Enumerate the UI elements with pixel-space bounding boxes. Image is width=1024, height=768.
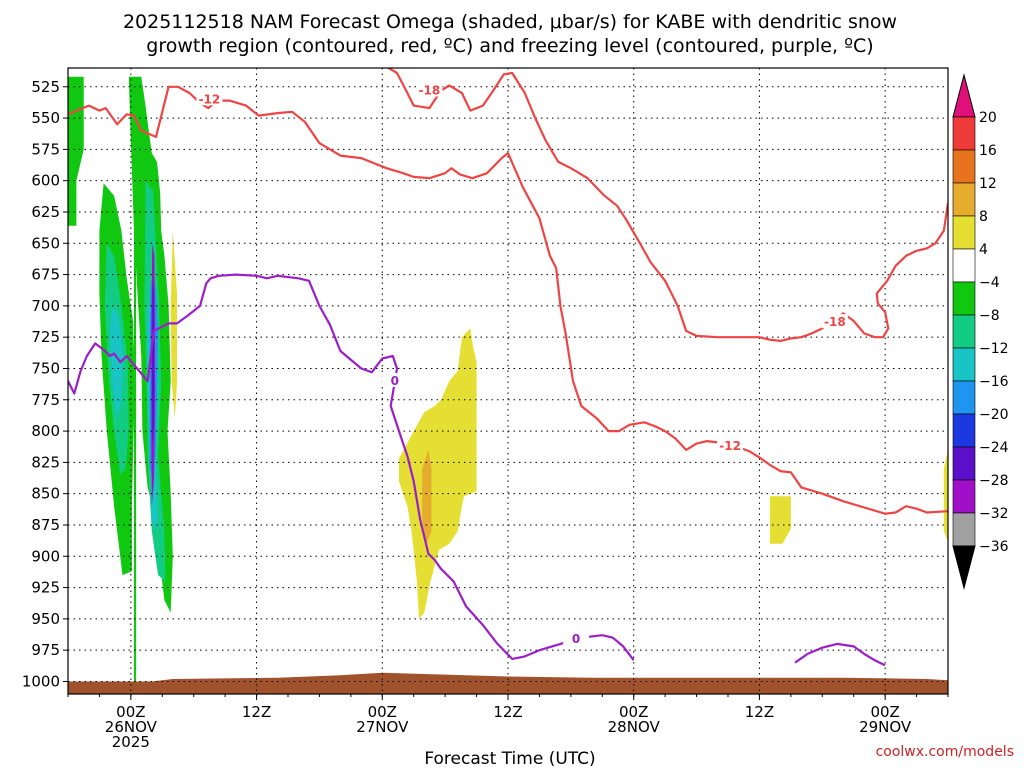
temperature-contours: -12 -18 0 -12 -18 0 bbox=[68, 68, 948, 667]
x-tick-label-24-1: 27NOV bbox=[356, 718, 409, 736]
omega-region-yellow-edge-right bbox=[943, 449, 948, 542]
colorbar-bin-6 bbox=[952, 281, 976, 316]
x-tick-label-0-1: 26NOV bbox=[105, 718, 158, 736]
y-tick-label-925: 925 bbox=[31, 579, 60, 597]
source-credit: coolwx.com/models bbox=[876, 744, 1014, 760]
colorbar-label-10: −24 bbox=[979, 440, 1009, 456]
contour-label-purple-zero-right: 0 bbox=[572, 632, 580, 646]
omega-region-cyan-1 bbox=[109, 305, 124, 419]
contour-label-red-minus12-lower: -12 bbox=[719, 439, 741, 453]
pressure-axis: 525 550 575 600 625 650 675 700 725 750 775 800 825 8… bbox=[22, 78, 68, 690]
omega-colorbar: 20 16 12 8 4 −4 −8 −12 −16 −20 −24 −28 −32 −36 bbox=[952, 73, 1009, 590]
omega-region-yellow-strip-left bbox=[170, 230, 177, 419]
y-tick-label-750: 750 bbox=[31, 359, 60, 377]
omega-region-yellow-main bbox=[399, 328, 477, 619]
x-tick-label-12-0: 12Z bbox=[242, 703, 271, 721]
x-tick-label-24-0: 00Z bbox=[368, 703, 397, 721]
pressure-gridlines bbox=[68, 68, 948, 694]
y-tick-label-875: 875 bbox=[31, 516, 60, 534]
y-tick-label-700: 700 bbox=[31, 297, 60, 315]
contour-label-bg-red-minus12-lower bbox=[717, 438, 744, 453]
omega-region-yellow-small-right bbox=[769, 496, 791, 544]
colorbar-label-0: 20 bbox=[979, 110, 997, 126]
y-tick-label-650: 650 bbox=[31, 234, 60, 252]
colorbar-bin-2 bbox=[952, 149, 976, 184]
chart-title-line-2: growth region (contoured, red, ºC) and f… bbox=[146, 35, 873, 57]
y-tick-label-525: 525 bbox=[31, 78, 60, 96]
colorbar-top-arrow bbox=[952, 73, 976, 118]
x-tick-label-36-0: 12Z bbox=[493, 703, 522, 721]
contour-purple-zero-2 bbox=[794, 642, 886, 667]
omega-region-orange-core bbox=[422, 449, 432, 544]
omega-region-green-left-column bbox=[68, 76, 84, 226]
colorbar-label-4: 4 bbox=[979, 242, 988, 258]
colorbar-bin-1 bbox=[952, 116, 976, 151]
colorbar-label-7: −12 bbox=[979, 341, 1009, 357]
colorbar-bin-4 bbox=[952, 215, 976, 250]
colorbar-label-5: −4 bbox=[979, 275, 1000, 291]
colorbar-label-13: −36 bbox=[979, 539, 1009, 555]
y-tick-label-1000: 1000 bbox=[22, 672, 60, 690]
contour-label-purple-zero: 0 bbox=[391, 374, 399, 388]
colorbar-bin-7 bbox=[952, 314, 976, 349]
colorbar-label-2: 12 bbox=[979, 176, 997, 192]
y-tick-label-600: 600 bbox=[31, 172, 60, 190]
y-tick-label-900: 900 bbox=[31, 547, 60, 565]
y-tick-label-800: 800 bbox=[31, 422, 60, 440]
x-tick-label-72-0: 00Z bbox=[870, 703, 899, 721]
colorbar-label-3: 8 bbox=[979, 209, 988, 225]
x-tick-label-0-2: 2025 bbox=[112, 733, 150, 751]
y-tick-label-850: 850 bbox=[31, 485, 60, 503]
contour-label-bg-red-minus18 bbox=[416, 82, 443, 97]
x-tick-label-0-0: 00Z bbox=[116, 703, 145, 721]
contour-label-bg-purple-zero-right bbox=[563, 630, 590, 645]
contour-label-red-minus12-upper: -12 bbox=[199, 92, 221, 106]
colorbar-bin-8 bbox=[952, 347, 976, 382]
y-tick-label-975: 975 bbox=[31, 641, 60, 659]
colorbar-label-9: −20 bbox=[979, 407, 1009, 423]
x-tick-label-48-1: 28NOV bbox=[608, 718, 661, 736]
y-tick-label-675: 675 bbox=[31, 266, 60, 284]
y-tick-label-725: 725 bbox=[31, 328, 60, 346]
colorbar-bin-5 bbox=[952, 248, 976, 283]
y-tick-label-775: 775 bbox=[31, 391, 60, 409]
x-axis-label: Forecast Time (UTC) bbox=[424, 749, 595, 768]
omega-shading bbox=[68, 76, 948, 694]
colorbar-bin-3 bbox=[952, 182, 976, 217]
x-tick-label-72-1: 29NOV bbox=[859, 718, 912, 736]
y-tick-label-575: 575 bbox=[31, 140, 60, 158]
colorbar-bin-12 bbox=[952, 479, 976, 514]
colorbar-bottom-arrow bbox=[952, 545, 976, 590]
colorbar-label-12: −32 bbox=[979, 506, 1009, 522]
colorbar-bin-13 bbox=[952, 512, 976, 547]
y-tick-label-625: 625 bbox=[31, 203, 60, 221]
colorbar-bin-9 bbox=[952, 380, 976, 415]
colorbar-bin-10 bbox=[952, 413, 976, 448]
y-tick-label-825: 825 bbox=[31, 453, 60, 471]
contour-label-bg-purple-zero bbox=[381, 373, 408, 387]
contour-label-red-minus18-right: -18 bbox=[824, 315, 846, 329]
colorbar-label-11: −28 bbox=[979, 473, 1009, 489]
contour-red-minus18 bbox=[386, 68, 948, 342]
contour-label-bg-red-minus12-upper bbox=[196, 91, 223, 106]
colorbar-label-8: −16 bbox=[979, 374, 1009, 390]
colorbar-label-6: −8 bbox=[979, 308, 1000, 324]
contour-red-minus12-upper bbox=[68, 85, 948, 515]
y-tick-label-550: 550 bbox=[31, 109, 60, 127]
x-tick-label-48-0: 00Z bbox=[619, 703, 648, 721]
y-tick-label-950: 950 bbox=[31, 610, 60, 628]
chart-title-line-1: 2025112518 NAM Forecast Omega (shaded, μ… bbox=[123, 11, 897, 33]
contour-purple-zero bbox=[68, 273, 635, 661]
contour-label-red-minus18: -18 bbox=[419, 84, 441, 98]
omega-region-violet-core bbox=[152, 280, 155, 444]
colorbar-label-1: 16 bbox=[979, 143, 997, 159]
terrain-ground bbox=[68, 672, 948, 694]
contour-label-bg-red-minus18-right bbox=[821, 314, 848, 329]
colorbar-bin-11 bbox=[952, 446, 976, 481]
x-tick-label-60-0: 12Z bbox=[745, 703, 774, 721]
